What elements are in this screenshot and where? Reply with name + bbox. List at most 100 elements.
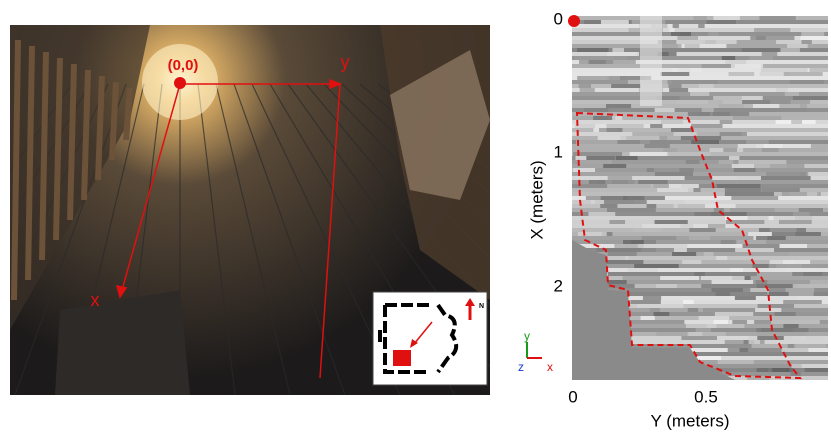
texture-blob	[757, 332, 807, 336]
y-label: y	[341, 52, 350, 72]
texture-blob	[640, 140, 651, 144]
texture-blob	[689, 236, 711, 240]
texture-blob	[763, 144, 811, 148]
texture-blob	[724, 188, 762, 192]
texture-stripe	[572, 168, 828, 172]
texture-blob	[801, 32, 825, 36]
texture-blob	[808, 172, 828, 176]
texture-blob	[577, 232, 607, 236]
texture-blob	[774, 312, 796, 316]
texture-blob	[604, 200, 647, 204]
texture-blob	[731, 196, 779, 200]
texture-blob	[730, 268, 744, 272]
texture-stripe	[572, 116, 828, 120]
texture-blob	[684, 176, 713, 180]
texture-blob	[732, 116, 782, 120]
texture-blob	[724, 216, 774, 220]
texture-blob	[654, 108, 675, 112]
texture-blob	[745, 140, 769, 144]
texture-blob	[670, 32, 709, 36]
texture-blob	[766, 296, 799, 300]
texture-stripe	[572, 108, 828, 112]
texture-blob	[738, 160, 787, 164]
texture-blob	[772, 368, 790, 372]
texture-blob	[685, 324, 717, 328]
texture-stripe	[572, 36, 828, 40]
texture-stripe	[572, 232, 828, 236]
x-tick-label: 2	[554, 276, 563, 295]
texture-blob	[634, 284, 678, 288]
texture-blob	[696, 356, 722, 360]
axis-triad: y z x	[518, 329, 553, 374]
texture-blob	[627, 268, 658, 272]
texture-blob	[612, 116, 623, 120]
texture-blob	[672, 80, 718, 84]
texture-blob	[796, 344, 828, 348]
triad-y: y	[524, 329, 530, 343]
texture-blob	[689, 228, 716, 232]
texture-blob	[606, 208, 656, 212]
texture-blob	[752, 104, 800, 108]
texture-blob	[727, 348, 749, 352]
texture-stripe	[572, 296, 828, 300]
texture-blob	[599, 256, 640, 260]
texture-blob	[687, 188, 701, 192]
texture-blob	[696, 252, 714, 256]
texture-blob	[726, 220, 765, 224]
texture-blob	[791, 120, 803, 124]
texture-stripe	[572, 244, 828, 248]
texture-stripe	[572, 56, 828, 60]
texture-blob	[660, 120, 683, 124]
texture-blob	[756, 284, 798, 288]
baluster	[39, 51, 49, 261]
triad-z: z	[518, 360, 524, 374]
texture-blob	[719, 132, 747, 136]
texture-blob	[794, 36, 828, 40]
texture-blob	[741, 96, 763, 100]
texture-blob	[711, 280, 756, 284]
y-tick-label: 0.5	[694, 387, 718, 406]
texture-blob	[728, 72, 755, 76]
texture-blob	[736, 40, 777, 44]
texture-blob	[572, 116, 608, 120]
texture-blob	[809, 68, 828, 72]
texture-blob	[657, 40, 677, 44]
texture-blob	[680, 136, 722, 140]
texture-blob	[597, 180, 635, 184]
baluster	[123, 87, 133, 141]
texture-blob	[721, 56, 736, 60]
north-label: N	[479, 303, 484, 310]
texture-blob	[656, 204, 678, 208]
texture-blob	[572, 200, 591, 204]
texture-blob	[580, 76, 607, 80]
y-axis-label: Y (meters)	[650, 411, 729, 430]
texture-blob	[792, 96, 828, 100]
texture-blob	[691, 124, 723, 128]
texture-blob	[681, 44, 727, 48]
texture-blob	[682, 260, 702, 264]
texture-blob	[656, 96, 680, 100]
texture-blob	[642, 224, 681, 228]
texture-stripe	[572, 292, 828, 296]
texture-stripe	[572, 144, 828, 148]
plank-line	[197, 83, 236, 395]
texture-blob	[654, 172, 694, 176]
texture-blob	[637, 244, 688, 248]
texture-stripe	[572, 288, 828, 292]
texture-blob	[653, 312, 670, 316]
triad-x: x	[547, 360, 553, 374]
texture-blob	[701, 108, 714, 112]
texture-blob	[734, 296, 756, 300]
texture-blob	[629, 152, 669, 156]
texture-blob	[792, 284, 828, 288]
texture-stripe	[572, 192, 828, 196]
texture-blob	[681, 336, 718, 340]
texture-blob	[756, 236, 786, 240]
texture-blob	[807, 244, 828, 248]
texture-stripe	[572, 180, 828, 184]
texture-stripe	[572, 156, 828, 160]
texture-blob	[761, 328, 809, 332]
texture-blob	[770, 100, 810, 104]
texture-stripe	[572, 248, 828, 252]
texture-stripe	[572, 64, 828, 68]
